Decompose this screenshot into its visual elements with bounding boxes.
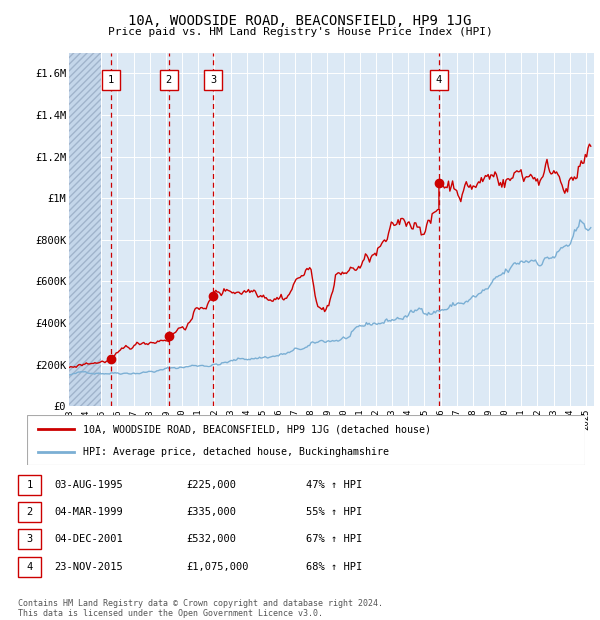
Text: £1,075,000: £1,075,000 (186, 562, 248, 572)
Text: 67% ↑ HPI: 67% ↑ HPI (306, 534, 362, 544)
Text: Price paid vs. HM Land Registry's House Price Index (HPI): Price paid vs. HM Land Registry's House … (107, 27, 493, 37)
FancyBboxPatch shape (27, 415, 585, 465)
Text: 10A, WOODSIDE ROAD, BEACONSFIELD, HP9 1JG: 10A, WOODSIDE ROAD, BEACONSFIELD, HP9 1J… (128, 14, 472, 28)
Text: 68% ↑ HPI: 68% ↑ HPI (306, 562, 362, 572)
FancyBboxPatch shape (204, 71, 222, 90)
FancyBboxPatch shape (160, 71, 178, 90)
Text: 04-MAR-1999: 04-MAR-1999 (54, 507, 123, 517)
FancyBboxPatch shape (430, 71, 448, 90)
Text: 2: 2 (166, 75, 172, 85)
Text: 2: 2 (26, 507, 32, 517)
Text: 4: 4 (26, 562, 32, 572)
Text: Contains HM Land Registry data © Crown copyright and database right 2024.
This d: Contains HM Land Registry data © Crown c… (18, 599, 383, 618)
Text: £335,000: £335,000 (186, 507, 236, 517)
Text: 47% ↑ HPI: 47% ↑ HPI (306, 480, 362, 490)
Text: 3: 3 (210, 75, 216, 85)
Text: 10A, WOODSIDE ROAD, BEACONSFIELD, HP9 1JG (detached house): 10A, WOODSIDE ROAD, BEACONSFIELD, HP9 1J… (83, 424, 431, 434)
Text: 1: 1 (107, 75, 114, 85)
Text: 03-AUG-1995: 03-AUG-1995 (54, 480, 123, 490)
Text: 04-DEC-2001: 04-DEC-2001 (54, 534, 123, 544)
Text: £225,000: £225,000 (186, 480, 236, 490)
Text: HPI: Average price, detached house, Buckinghamshire: HPI: Average price, detached house, Buck… (83, 447, 389, 457)
Text: 3: 3 (26, 534, 32, 544)
Text: 1: 1 (26, 480, 32, 490)
FancyBboxPatch shape (102, 71, 119, 90)
Text: 55% ↑ HPI: 55% ↑ HPI (306, 507, 362, 517)
Text: 4: 4 (436, 75, 442, 85)
Text: £532,000: £532,000 (186, 534, 236, 544)
Text: 23-NOV-2015: 23-NOV-2015 (54, 562, 123, 572)
